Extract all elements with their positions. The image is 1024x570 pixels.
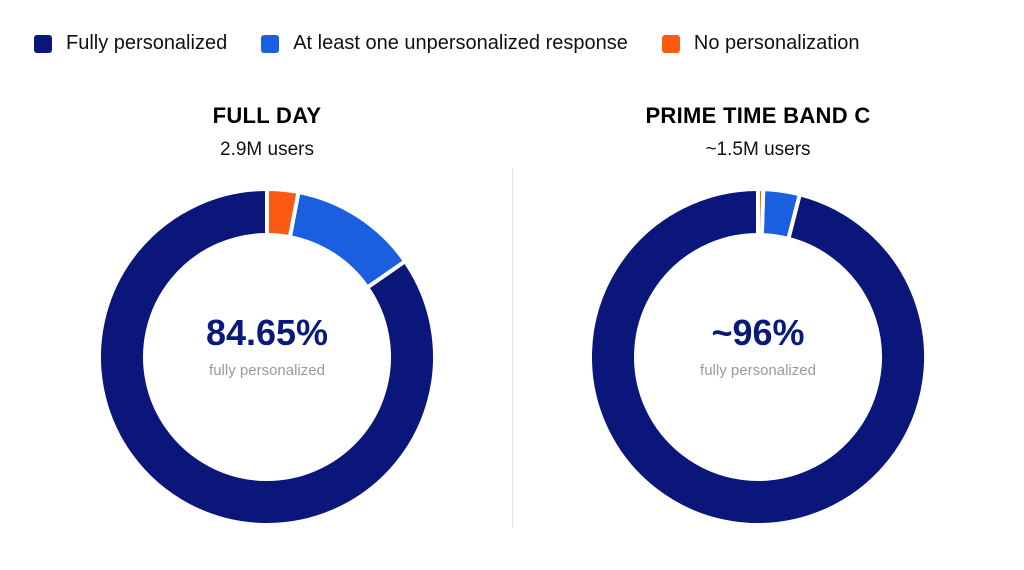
center-value: ~96% <box>711 312 805 353</box>
donut-slice-fully-personalized <box>588 187 928 527</box>
donut-center: 84.65% fully personalized <box>57 312 477 379</box>
center-label: fully personalized <box>209 362 325 379</box>
legend-label-no-personalization: No personalization <box>693 32 860 54</box>
legend-item-no-personalization: No personalization <box>661 32 860 55</box>
legend: Fully personalized At least one unperson… <box>34 32 1004 55</box>
legend-label-fully-personalized: Fully personalized <box>66 32 228 54</box>
chart-panel-prime-time: PRIME TIME BAND C ~1.5M users ~96% fully… <box>548 95 968 527</box>
donut-slice-no-personalization <box>756 187 766 238</box>
legend-item-unpersonalized-response: At least one unpersonalized response <box>261 32 628 55</box>
donut-center: ~96% fully personalized <box>548 312 968 379</box>
legend-swatch-unpersonalized-response <box>261 34 280 53</box>
chart-title: PRIME TIME BAND C <box>645 103 871 128</box>
chart-subtitle: 2.9M users <box>220 139 314 160</box>
donut-slice-fully-personalized <box>97 187 437 527</box>
donut-chart-prime-time <box>588 187 928 527</box>
chart-subtitle: ~1.5M users <box>705 139 811 160</box>
center-label: fully personalized <box>700 362 816 379</box>
legend-label-unpersonalized-response: At least one unpersonalized response <box>293 32 628 54</box>
panel-divider <box>512 168 513 528</box>
chart-panel-full-day: FULL DAY 2.9M users 84.65% fully persona… <box>57 95 477 527</box>
donut-container: ~96% fully personalized <box>548 187 968 527</box>
legend-swatch-fully-personalized <box>34 34 52 53</box>
legend-item-fully-personalized: Fully personalized <box>34 32 227 55</box>
donut-slice-unpersonalized-response <box>287 189 408 290</box>
legend-swatch-no-personalization <box>661 34 680 53</box>
donut-slice-no-personalization <box>265 187 301 240</box>
chart-title: FULL DAY <box>212 103 322 128</box>
donut-container: 84.65% fully personalized <box>57 187 477 527</box>
donut-chart-full-day <box>97 187 437 527</box>
center-value: 84.65% <box>205 312 329 353</box>
